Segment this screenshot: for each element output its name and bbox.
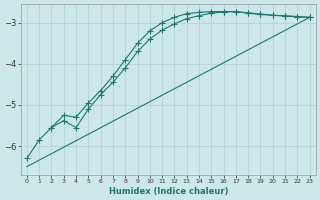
X-axis label: Humidex (Indice chaleur): Humidex (Indice chaleur) bbox=[108, 187, 228, 196]
